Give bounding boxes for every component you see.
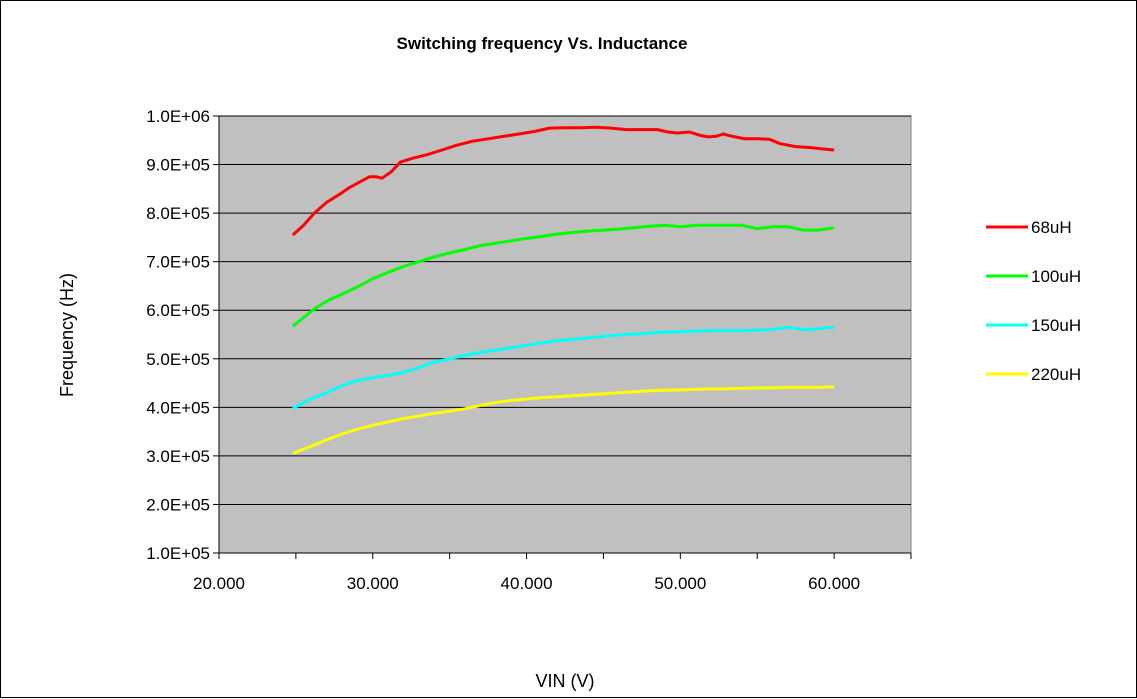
- x-tick-labels: 20.000 30.000 40.000 50.000 60.000: [193, 574, 860, 593]
- chart-title: Switching frequency Vs. Inductance: [397, 34, 688, 53]
- y-tick-label: 7.0E+05: [146, 253, 210, 272]
- x-axis-title: VIN (V): [535, 671, 594, 691]
- y-tick-label: 1.0E+06: [146, 107, 210, 126]
- x-tick-label: 50.000: [654, 574, 706, 593]
- y-tick-label: 1.0E+05: [146, 544, 210, 563]
- y-axis-title: Frequency (Hz): [57, 273, 77, 397]
- y-tick-label: 8.0E+05: [146, 204, 210, 223]
- plot-area: [218, 115, 912, 554]
- y-tick-labels: 1.0E+05 2.0E+05 3.0E+05 4.0E+05 5.0E+05 6.0E+…: [146, 107, 210, 563]
- y-tick-label: 3.0E+05: [146, 447, 210, 466]
- legend: 68uH 100uH 150uH 220uH: [986, 218, 1081, 384]
- gridlines: [219, 115, 911, 505]
- legend-label-220uH: 220uH: [1031, 365, 1081, 384]
- legend-label-150uH: 150uH: [1031, 316, 1081, 335]
- axes: [213, 115, 912, 559]
- series-lines: [291, 125, 835, 455]
- x-tick-label: 30.000: [347, 574, 399, 593]
- legend-label-100uH: 100uH: [1031, 267, 1081, 286]
- series-line-220uH: [292, 385, 835, 455]
- x-tick-label: 20.000: [193, 574, 245, 593]
- x-tick-label: 40.000: [501, 574, 553, 593]
- series-line-68uH: [291, 125, 835, 237]
- y-tick-label: 4.0E+05: [146, 398, 210, 417]
- series-line-150uH: [292, 325, 835, 410]
- y-tick-label: 6.0E+05: [146, 301, 210, 320]
- y-tick-label: 2.0E+05: [146, 495, 210, 514]
- y-tick-label: 9.0E+05: [146, 156, 210, 175]
- legend-label-68uH: 68uH: [1031, 218, 1072, 237]
- y-tick-label: 5.0E+05: [146, 350, 210, 369]
- series-line-100uH: [291, 223, 835, 328]
- x-tick-label: 60.000: [808, 574, 860, 593]
